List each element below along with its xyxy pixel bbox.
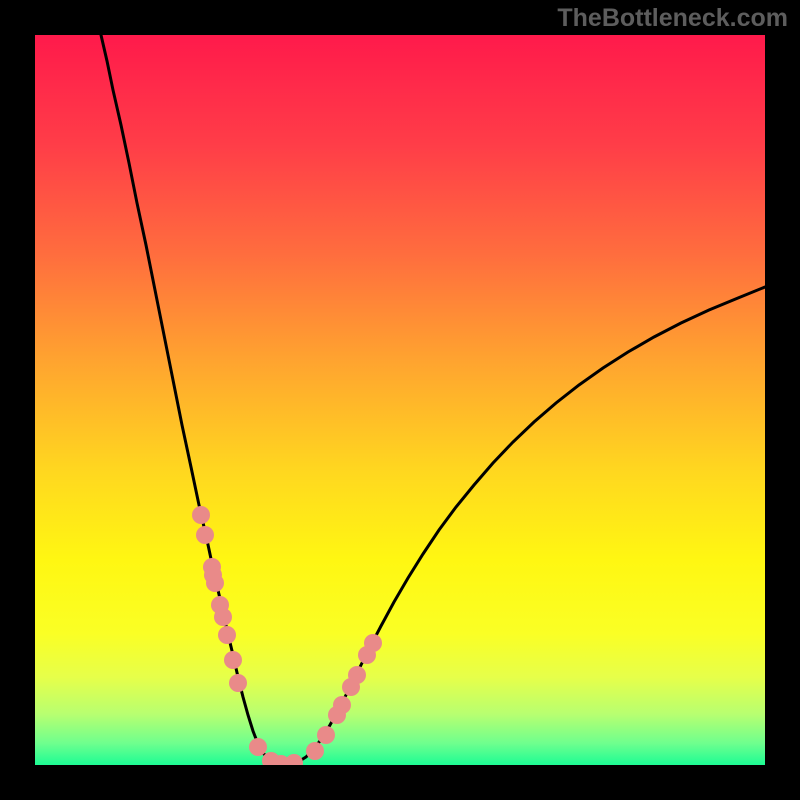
- data-marker: [317, 726, 335, 744]
- plot-area: [35, 35, 765, 765]
- data-marker: [364, 634, 382, 652]
- data-marker: [333, 696, 351, 714]
- data-marker: [218, 626, 236, 644]
- data-marker: [204, 566, 222, 584]
- watermark-text: TheBottleneck.com: [557, 4, 788, 33]
- data-marker: [196, 526, 214, 544]
- chart-svg: [35, 35, 765, 765]
- chart-frame: TheBottleneck.com: [0, 0, 800, 800]
- data-marker: [229, 674, 247, 692]
- data-marker: [192, 506, 210, 524]
- gradient-background: [35, 35, 765, 765]
- data-marker: [214, 608, 232, 626]
- data-marker: [224, 651, 242, 669]
- data-marker: [348, 666, 366, 684]
- data-marker: [306, 742, 324, 760]
- data-marker: [249, 738, 267, 756]
